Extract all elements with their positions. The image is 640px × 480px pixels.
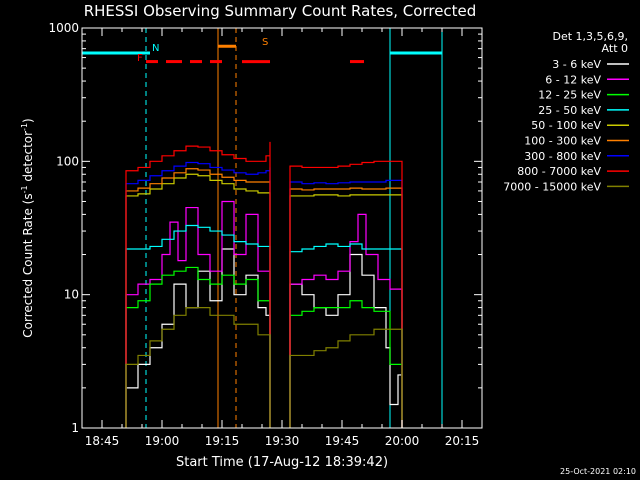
x-tick-label: 19:00	[145, 434, 180, 448]
x-tick-label: 19:30	[265, 434, 300, 448]
series-line	[125, 306, 271, 428]
series-line	[289, 194, 403, 428]
legend-entry-label: 25 - 50 keV	[538, 104, 601, 117]
series-line	[125, 224, 271, 428]
series-line	[289, 328, 403, 428]
legend-entry-label: 6 - 12 keV	[545, 73, 601, 86]
legend-entry-label: 100 - 300 keV	[524, 135, 601, 148]
series-line	[289, 160, 403, 428]
x-tick-label: 19:45	[325, 434, 360, 448]
y-axis-label-mid: detector	[21, 131, 35, 186]
series-line	[289, 300, 403, 428]
y-axis-label-end: )	[21, 118, 35, 123]
legend-header-line1: Det 1,3,5,6,9,	[552, 30, 628, 43]
x-axis-ticks: 18:45 19:00 19:15 19:30 19:45 20:00 20:15	[85, 28, 483, 448]
series-line	[289, 213, 403, 428]
legend-entry-label: 12 - 25 keV	[538, 89, 601, 102]
legend-entry-label: 300 - 800 keV	[524, 150, 601, 163]
series-line	[125, 161, 271, 428]
x-axis-label: Start Time (17-Aug-12 18:39:42)	[176, 455, 388, 470]
saa-flag-label: S	[262, 37, 268, 48]
y-axis-ticks: 1 10 100 1000	[48, 21, 482, 435]
timestamp: 25-Oct-2021 02:10	[560, 467, 636, 476]
legend-entry-label: 7000 - 15000 keV	[503, 180, 601, 193]
legend-entry-label: 50 - 100 keV	[531, 119, 601, 132]
series-line	[125, 168, 271, 428]
series-line	[289, 253, 403, 428]
y-axis-label-main: Corrected Count Rate (s	[21, 193, 35, 337]
x-tick-label: 18:45	[85, 434, 120, 448]
series-line	[125, 266, 271, 428]
x-tick-label: 19:15	[205, 434, 240, 448]
series-line	[289, 187, 403, 428]
night-flag-label: N	[152, 43, 159, 54]
y-axis-label-sup1: -1	[20, 185, 29, 193]
y-tick-label: 10	[64, 288, 79, 302]
chart-title: RHESSI Observing Summary Count Rates, Co…	[84, 2, 477, 20]
y-tick-label: 100	[56, 154, 79, 168]
y-tick-label: 1000	[48, 21, 79, 35]
series-line	[125, 141, 271, 428]
legend: 3 - 6 keV 6 - 12 keV 12 - 25 keV 25 - 50 ke…	[503, 58, 629, 193]
x-tick-label: 20:15	[445, 434, 480, 448]
legend-header-line2: Att 0	[602, 42, 628, 55]
y-axis-label: Corrected Count Rate (s-1 detector-1)	[20, 118, 35, 337]
series-line	[125, 173, 271, 428]
x-tick-label: 20:00	[385, 434, 420, 448]
series-lines	[125, 141, 403, 428]
series-line	[289, 179, 403, 428]
y-tick-label: 1	[71, 421, 79, 435]
flare-flag-label: F	[137, 53, 143, 64]
series-line	[289, 243, 403, 428]
y-axis-label-sup2: -1	[20, 123, 29, 131]
series-line	[125, 200, 271, 428]
legend-entry-label: 800 - 7000 keV	[517, 165, 601, 178]
legend-entry-label: 3 - 6 keV	[552, 58, 601, 71]
